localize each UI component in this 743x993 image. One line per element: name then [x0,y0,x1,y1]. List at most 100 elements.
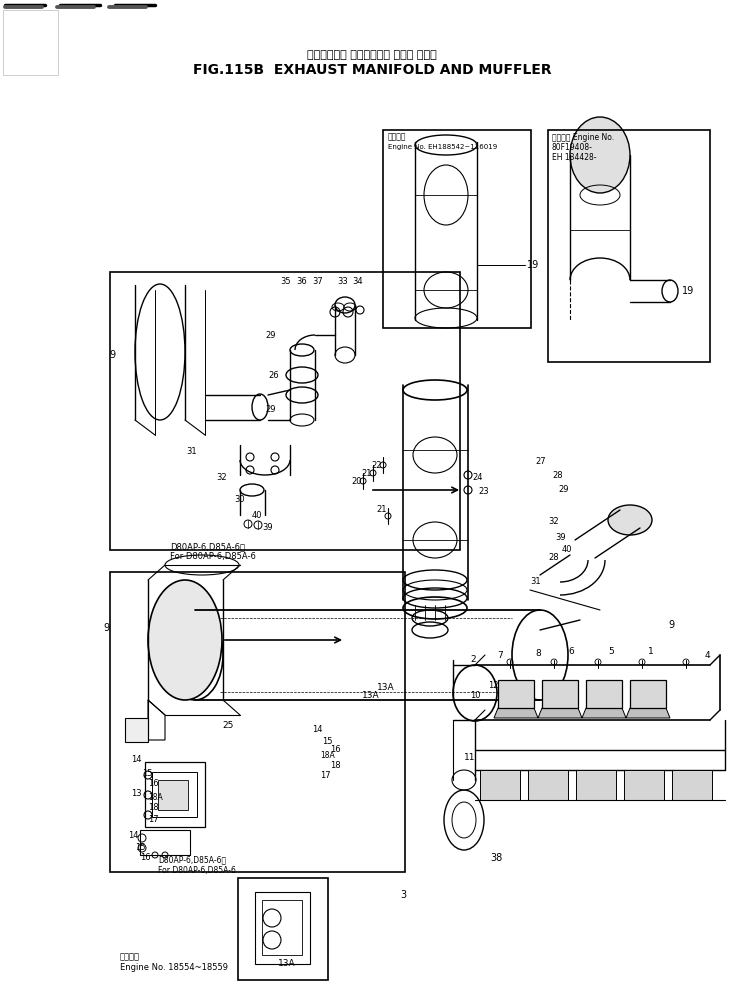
Text: 24: 24 [472,474,482,483]
Text: 18: 18 [330,762,340,771]
Text: 33: 33 [337,277,348,287]
Ellipse shape [148,580,222,700]
Text: 28: 28 [552,471,562,480]
Bar [630,680,666,708]
Polygon shape [626,708,670,718]
Text: 6: 6 [568,646,574,655]
Text: 4: 4 [705,651,710,660]
Polygon shape [538,708,582,718]
Text: 16: 16 [148,779,158,787]
Text: 30: 30 [234,496,244,504]
Text: 5: 5 [608,646,614,655]
Text: 35: 35 [280,277,291,287]
Text: 2: 2 [470,655,476,664]
Bar [158,780,188,810]
Bar [672,770,712,800]
Text: 13A: 13A [377,682,395,691]
Text: 22: 22 [371,461,381,470]
Text: D80AP-6,D85A-6用: D80AP-6,D85A-6用 [170,542,245,551]
Text: 32: 32 [548,517,559,526]
Text: 16: 16 [140,854,151,863]
Text: 23: 23 [478,488,489,496]
Bar [576,770,616,800]
Polygon shape [494,708,538,718]
Ellipse shape [570,117,630,193]
Text: 1: 1 [648,646,654,655]
Text: 20: 20 [351,477,362,486]
Text: 18A: 18A [148,792,163,801]
Bar [238,878,328,980]
Text: 26: 26 [268,370,279,379]
Text: 13A: 13A [362,690,380,699]
Text: 80F19408-: 80F19408- [552,143,593,152]
Text: 31: 31 [186,448,197,457]
Bar [624,770,664,800]
Bar [3,10,58,75]
Text: For D80AP-6,D85A-6: For D80AP-6,D85A-6 [158,866,236,875]
Bar [498,680,534,708]
Bar [586,680,622,708]
Text: 40: 40 [562,544,573,553]
Text: 28: 28 [548,553,559,562]
Text: EH 134428-: EH 134428- [552,153,597,162]
Text: Engine No. EH188542~116019: Engine No. EH188542~116019 [388,144,497,150]
Text: 39: 39 [262,522,273,531]
Text: 10: 10 [470,690,481,699]
Text: 15: 15 [322,738,333,747]
Text: 16: 16 [330,746,340,755]
Text: 9: 9 [668,620,674,630]
Text: For D80AP-6,D85A-6: For D80AP-6,D85A-6 [170,552,256,561]
Bar [152,772,197,817]
Polygon shape [582,708,626,718]
Bar [140,830,190,855]
Text: 19: 19 [682,286,694,296]
Text: 11: 11 [464,754,476,763]
Bar [480,770,520,800]
Text: 7: 7 [497,650,503,659]
Text: 25: 25 [222,721,233,730]
Text: 31: 31 [530,578,541,587]
Text: 8: 8 [535,648,541,657]
Bar [383,130,531,328]
Bar [542,680,578,708]
Text: 13: 13 [131,788,142,797]
Text: 19: 19 [527,260,539,270]
Text: 39: 39 [555,533,565,542]
Bar [110,572,405,872]
Text: 12: 12 [488,680,499,689]
Text: 21: 21 [361,469,372,478]
Text: 15: 15 [142,769,152,778]
Polygon shape [125,718,148,742]
Text: 14: 14 [128,830,138,839]
Text: 適用機種: 適用機種 [388,132,406,141]
Text: 14: 14 [131,756,141,765]
Text: 32: 32 [216,474,227,483]
Text: 適用機種 Engine No.: 適用機種 Engine No. [552,132,614,141]
Text: 27: 27 [535,458,545,467]
Bar [110,272,460,550]
Text: 18A: 18A [320,751,335,760]
Text: 3: 3 [400,890,406,900]
Text: 37: 37 [312,277,322,287]
Text: 9: 9 [109,350,115,360]
Bar [145,762,205,827]
Text: 29: 29 [265,405,276,414]
Text: 34: 34 [352,277,363,287]
Text: 13A: 13A [278,958,296,967]
Text: 17: 17 [148,815,158,824]
Text: 18: 18 [148,803,158,812]
Bar [528,770,568,800]
Text: 21: 21 [376,505,386,514]
Text: 適用機種: 適用機種 [120,952,140,961]
Text: FIG.115B  EXHAUST MANIFOLD AND MUFFLER: FIG.115B EXHAUST MANIFOLD AND MUFFLER [192,63,551,77]
Text: 36: 36 [296,277,307,287]
Bar [548,130,710,362]
Bar [255,892,310,964]
Text: 9: 9 [103,623,109,633]
Ellipse shape [608,505,652,535]
Text: 40: 40 [252,510,262,519]
Text: 29: 29 [558,486,568,495]
Text: 17: 17 [320,771,331,780]
Bar [262,900,302,955]
Text: 14: 14 [312,726,322,735]
